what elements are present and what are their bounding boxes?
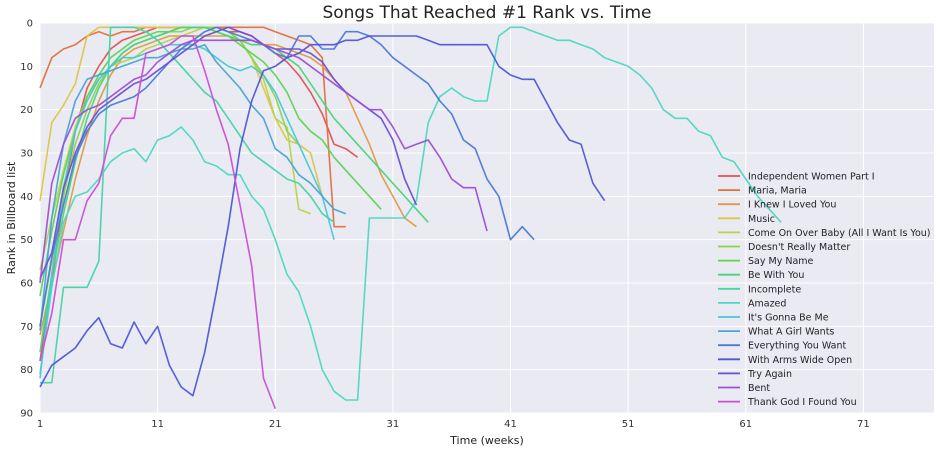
y-tick-label: 60 xyxy=(20,279,33,290)
series-line xyxy=(39,26,429,353)
legend-label: What A Girl Wants xyxy=(748,327,834,338)
legend: Independent Women Part I Maria, Maria I Kn… xyxy=(718,172,931,408)
x-tick-label: 51 xyxy=(622,419,635,430)
x-tick-label: 71 xyxy=(857,419,870,430)
y-tick-label: 90 xyxy=(20,409,33,420)
y-tick-label: 20 xyxy=(20,105,33,116)
grid-lines xyxy=(39,22,934,414)
legend-label: With Arms Wide Open xyxy=(748,355,852,366)
legend-label: Thank God I Found You xyxy=(747,397,857,408)
x-tick-label: 11 xyxy=(151,419,164,430)
x-tick-label: 31 xyxy=(387,419,400,430)
series-line xyxy=(39,35,606,397)
plot-background xyxy=(40,23,934,413)
y-tick-labels: 0 10 20 30 40 50 60 70 80 90 xyxy=(20,19,33,420)
legend-label: Be With You xyxy=(748,270,804,281)
x-tick-label: 61 xyxy=(739,419,752,430)
x-axis-label: Time (weeks) xyxy=(449,434,524,447)
chart-title: Songs That Reached #1 Rank vs. Time xyxy=(322,3,651,23)
y-tick-label: 30 xyxy=(20,149,33,160)
series-lines xyxy=(39,26,782,409)
legend-label: Incomplete xyxy=(748,284,801,295)
y-tick-label: 0 xyxy=(27,19,33,30)
legend-label: Come On Over Baby (All I Want Is You) xyxy=(748,228,931,239)
legend-label: Everything You Want xyxy=(748,341,846,352)
y-tick-label: 10 xyxy=(20,62,33,73)
y-tick-label: 40 xyxy=(20,192,33,203)
y-axis-label: Rank in Billboard list xyxy=(5,161,18,274)
series-line xyxy=(40,26,335,384)
legend-label: Amazed xyxy=(748,298,786,309)
x-tick-labels: 1 11 21 31 41 51 61 71 xyxy=(37,419,870,430)
y-tick-label: 80 xyxy=(20,365,33,376)
x-tick-label: 21 xyxy=(269,419,282,430)
legend-label: I Knew I Loved You xyxy=(748,200,836,211)
legend-label: Try Again xyxy=(747,369,792,380)
legend-label: Independent Women Part I xyxy=(748,172,875,183)
legend-label: Music xyxy=(748,214,775,225)
legend-label: It's Gonna Be Me xyxy=(748,313,829,324)
series-line xyxy=(39,39,488,284)
series-line xyxy=(39,35,277,409)
y-tick-label: 70 xyxy=(20,322,33,333)
y-tick-label: 50 xyxy=(20,235,33,246)
series-line xyxy=(39,26,782,401)
legend-label: Doesn't Really Matter xyxy=(748,242,850,253)
legend-label: Maria, Maria xyxy=(748,186,807,197)
series-line xyxy=(39,43,347,331)
legend-label: Bent xyxy=(748,383,770,394)
x-tick-label: 41 xyxy=(504,419,517,430)
legend-label: Say My Name xyxy=(748,256,814,267)
x-tick-label: 1 xyxy=(37,419,43,430)
